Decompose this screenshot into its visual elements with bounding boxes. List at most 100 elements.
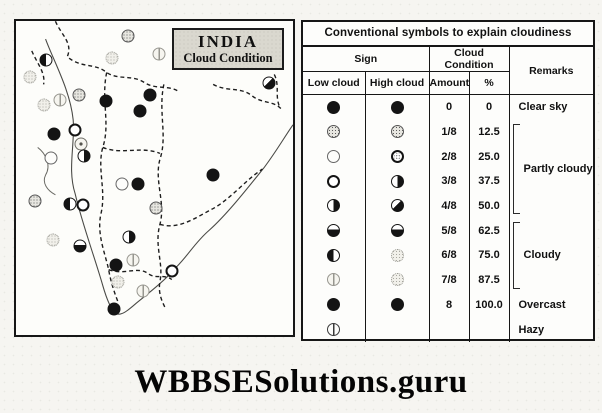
stipple-light-symbol-icon — [390, 248, 404, 262]
stipple-symbol-icon — [28, 194, 42, 208]
india-map-outline — [31, 21, 293, 315]
remark-label: Cloudy — [523, 249, 561, 262]
high-cloud-symbol-cell — [364, 317, 430, 342]
low-cloud-symbol-cell — [303, 243, 366, 268]
india-cloud-map-panel: INDIA Cloud Condition — [14, 19, 295, 337]
half-bottom-symbol-icon — [327, 224, 341, 238]
filled-symbol-icon — [206, 168, 220, 182]
low-cloud-symbol-cell — [303, 218, 366, 244]
half-left-symbol-icon — [39, 53, 53, 67]
filled-symbol-icon — [131, 177, 145, 191]
low-cloud-symbol-cell — [303, 267, 366, 293]
group-bracket — [512, 123, 520, 215]
center-stipple-symbol-icon — [390, 149, 404, 163]
vline-light-symbol-icon — [327, 273, 341, 287]
low-cloud-symbol-cell — [303, 193, 366, 219]
amount-value: 1/8 — [428, 119, 470, 145]
remark-cell: Cloudy — [508, 218, 593, 293]
half-left-symbol-icon — [327, 248, 341, 262]
table-row: 7/8 87.5 — [303, 267, 593, 293]
low-cloud-symbol-cell — [303, 144, 366, 170]
half-diag-symbol-icon — [262, 76, 276, 90]
remark-label: Partly cloudy — [523, 163, 593, 176]
cloudiness-legend-panel: Conventional symbols to explain cloudine… — [301, 20, 595, 342]
half-right-symbol-icon — [77, 149, 91, 163]
open-thin-symbol-icon — [327, 149, 341, 163]
filled-symbol-icon — [133, 104, 147, 118]
open-symbol-icon — [68, 123, 82, 137]
open-thin-symbol-icon — [115, 177, 129, 191]
high-cloud-symbol-cell — [364, 169, 430, 194]
amount-value: 5/8 — [428, 218, 470, 244]
percent-value: 75.0 — [468, 243, 509, 268]
map-markers-layer — [16, 21, 293, 335]
high-cloud-symbol-cell — [364, 193, 430, 219]
stipple-symbol-icon — [327, 125, 341, 139]
amount-value: 2/8 — [428, 144, 470, 170]
open-thin-symbol-icon — [44, 151, 58, 165]
table-row: 8 100.0 Overcast — [303, 292, 593, 318]
stipple-symbol-icon — [121, 29, 135, 43]
table-row: 6/8 75.0 — [303, 243, 593, 268]
stipple-symbol-icon — [390, 125, 404, 139]
half-diag-symbol-icon — [390, 199, 404, 213]
filled-symbol-icon — [107, 302, 121, 316]
low-cloud-symbol-cell — [303, 119, 366, 145]
amount-value: 3/8 — [428, 169, 470, 194]
header-cloud-condition: Cloud Condition — [428, 47, 510, 72]
remark-label: Clear sky — [518, 101, 568, 114]
stipple-light-symbol-icon — [390, 273, 404, 287]
remark-cell: Clear sky — [508, 94, 593, 120]
high-cloud-symbol-cell — [364, 267, 430, 293]
high-cloud-symbol-cell — [364, 218, 430, 244]
filled-symbol-icon — [390, 298, 404, 312]
half-right-symbol-icon — [122, 230, 136, 244]
percent-value: 87.5 — [468, 267, 509, 293]
percent-value: 62.5 — [468, 218, 510, 244]
remark-cell: Overcast — [508, 292, 593, 318]
map-title-box: INDIA Cloud Condition — [172, 28, 284, 70]
table-row: 1/8 12.5 Partly cloudy — [303, 119, 593, 219]
filled-symbol-icon — [47, 127, 61, 141]
table-row: 5/8 62.5 Cloudy — [303, 218, 593, 293]
filled-symbol-icon — [327, 298, 341, 312]
remark-label: Hazy — [518, 323, 545, 336]
header-sign: Sign — [303, 47, 430, 72]
half-right-symbol-icon — [390, 174, 404, 188]
cloud-table-body: 0 0 Clear sky 1/8 12.5 Partly cloudy 2/8 25.0 3/… — [303, 94, 593, 342]
map-subtitle: Cloud Condition — [183, 51, 273, 65]
open-symbol-icon — [327, 174, 341, 188]
low-cloud-symbol-cell — [303, 169, 366, 194]
table-row: Hazy — [303, 317, 593, 342]
percent-value: 0 — [468, 94, 510, 120]
high-cloud-symbol-cell — [364, 119, 430, 145]
remark-cell: Hazy — [508, 317, 593, 342]
header-low-cloud: Low cloud — [303, 71, 366, 95]
group-bracket — [512, 222, 520, 289]
filled-symbol-icon — [143, 88, 157, 102]
table-row: 3/8 37.5 — [303, 169, 593, 194]
half-bottom-symbol-icon — [73, 239, 87, 253]
half-bottom-symbol-icon — [390, 224, 404, 238]
header-percent: % — [468, 71, 509, 95]
high-cloud-symbol-cell — [364, 144, 430, 170]
header-high-cloud: High cloud — [364, 71, 430, 95]
vline-light-symbol-icon — [136, 284, 150, 298]
table-row: 4/8 50.0 — [303, 193, 593, 219]
half-left-symbol-icon — [63, 197, 77, 211]
cloudiness-table: Sign Cloud Condition Remarks Low cloud H… — [303, 47, 593, 342]
header-remarks: Remarks — [508, 47, 593, 95]
stipple-symbol-icon — [149, 201, 163, 215]
table-row: 2/8 25.0 — [303, 144, 593, 170]
filled-symbol-icon — [109, 258, 123, 272]
filled-symbol-icon — [327, 100, 341, 114]
legend-title: Conventional symbols to explain cloudine… — [303, 22, 593, 47]
map-title: INDIA — [197, 32, 259, 51]
header-amount: Amount — [428, 71, 470, 95]
stipple-light-symbol-icon — [111, 275, 125, 289]
stipple-light-symbol-icon — [105, 51, 119, 65]
high-cloud-symbol-cell — [364, 292, 430, 318]
stipple-light-symbol-icon — [37, 98, 51, 112]
vline-light-symbol-icon — [152, 47, 166, 61]
half-right-symbol-icon — [327, 199, 341, 213]
